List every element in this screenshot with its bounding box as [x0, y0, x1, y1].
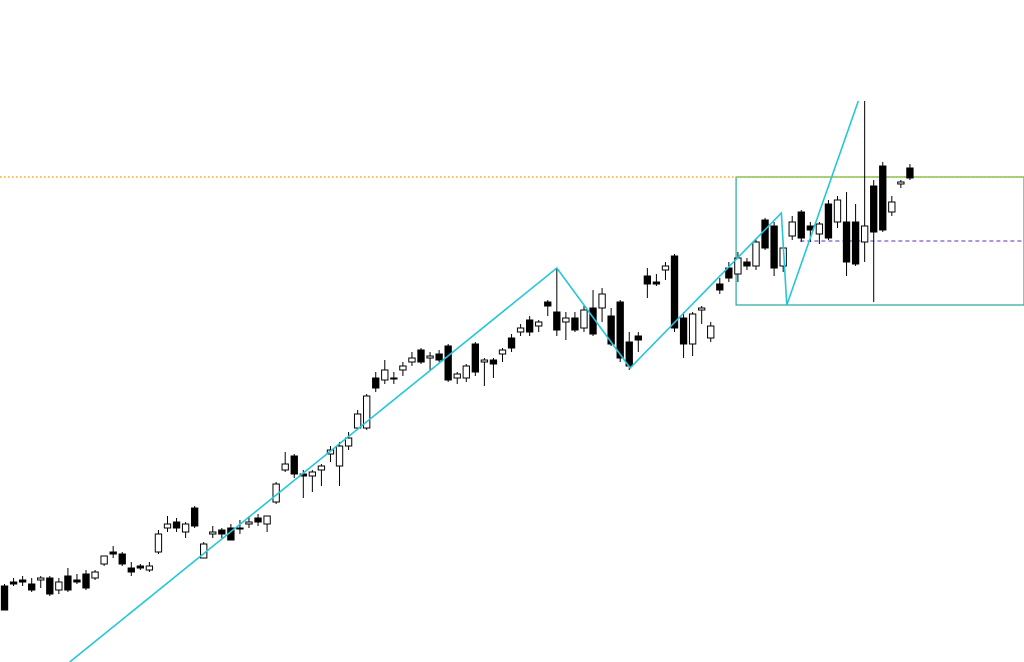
candle-body [426, 355, 434, 359]
candle-body [335, 445, 344, 467]
candle-body [91, 571, 99, 579]
candle-body [743, 261, 751, 267]
candle-body [263, 515, 271, 525]
candle-body [616, 301, 624, 359]
candle-body [535, 321, 543, 327]
candle-body [82, 573, 90, 589]
candle-body [607, 315, 615, 345]
candle-body [580, 309, 588, 329]
candle-body [245, 521, 253, 525]
candle-body [688, 313, 697, 345]
candle-body [363, 395, 371, 429]
candle-body [28, 583, 36, 591]
candle-body [860, 225, 869, 243]
candle-body [643, 275, 652, 285]
candle-body [453, 373, 461, 379]
zigzag-line [69, 100, 860, 662]
candle-body [797, 211, 805, 239]
candle-body [553, 311, 561, 331]
candle-body [652, 281, 661, 285]
candle-body [670, 255, 679, 329]
candle-body [661, 265, 670, 271]
candle-body [698, 307, 706, 311]
candle-body [544, 301, 552, 307]
candle-body [127, 567, 135, 573]
candle-body [462, 365, 470, 379]
candle-body [897, 181, 905, 185]
candle-body [9, 581, 18, 585]
candle-body [815, 223, 824, 235]
candle-body [55, 581, 63, 591]
candle-body [172, 521, 181, 529]
candle-body [317, 465, 326, 471]
candle-body [408, 357, 416, 363]
candle-body [399, 365, 407, 371]
candle-body [236, 527, 244, 530]
candle-body [598, 293, 606, 309]
candle-body [870, 185, 878, 233]
candle-body [571, 317, 579, 331]
candle-body [372, 377, 380, 389]
candle-body [516, 327, 525, 333]
candle-body [118, 553, 126, 565]
candle-body [471, 343, 480, 373]
candle-body [906, 167, 914, 179]
candle-body [879, 165, 887, 231]
candle-body [18, 579, 27, 583]
candle-body [190, 507, 199, 527]
candle-body [851, 221, 860, 265]
candle-body [725, 267, 733, 279]
candle-body [136, 565, 145, 569]
candle-body [634, 335, 642, 341]
candle-body [0, 585, 9, 611]
candle-body [353, 413, 362, 429]
candle-body [562, 317, 570, 323]
candle-body [145, 565, 154, 571]
candle-body [679, 317, 688, 345]
candle-body [344, 437, 353, 447]
candle-body [833, 199, 842, 223]
candle-body [281, 463, 289, 471]
candle-body [525, 319, 534, 333]
candle-body [489, 359, 498, 365]
candle-body [46, 577, 54, 595]
candle-body [888, 201, 896, 213]
candle-body [381, 369, 389, 381]
candle-body [209, 531, 217, 535]
candle-body [109, 551, 117, 555]
candle-body [154, 533, 163, 553]
candle-body [770, 225, 778, 269]
candle-body [390, 377, 398, 380]
candle-body [842, 221, 851, 263]
candle-body [417, 349, 425, 363]
candle-body [163, 523, 172, 529]
candle-body [308, 471, 317, 477]
candle-body [254, 517, 262, 523]
candle-body [707, 325, 715, 339]
candle-body [181, 523, 190, 533]
candle-body [498, 349, 507, 355]
candle-body [290, 455, 298, 475]
candle-body [507, 337, 516, 349]
candle-body [761, 219, 769, 249]
candle-body [218, 529, 226, 535]
candle-body [788, 221, 796, 237]
candle-body [435, 353, 443, 361]
candle-body [824, 203, 833, 239]
candle-body [100, 555, 108, 565]
candle-body [716, 283, 724, 291]
candle-body [752, 241, 760, 267]
candle-body [444, 345, 452, 381]
candle-body [480, 359, 489, 363]
candle-body [37, 577, 45, 581]
candle-body [64, 575, 72, 591]
candle-body [73, 579, 81, 583]
